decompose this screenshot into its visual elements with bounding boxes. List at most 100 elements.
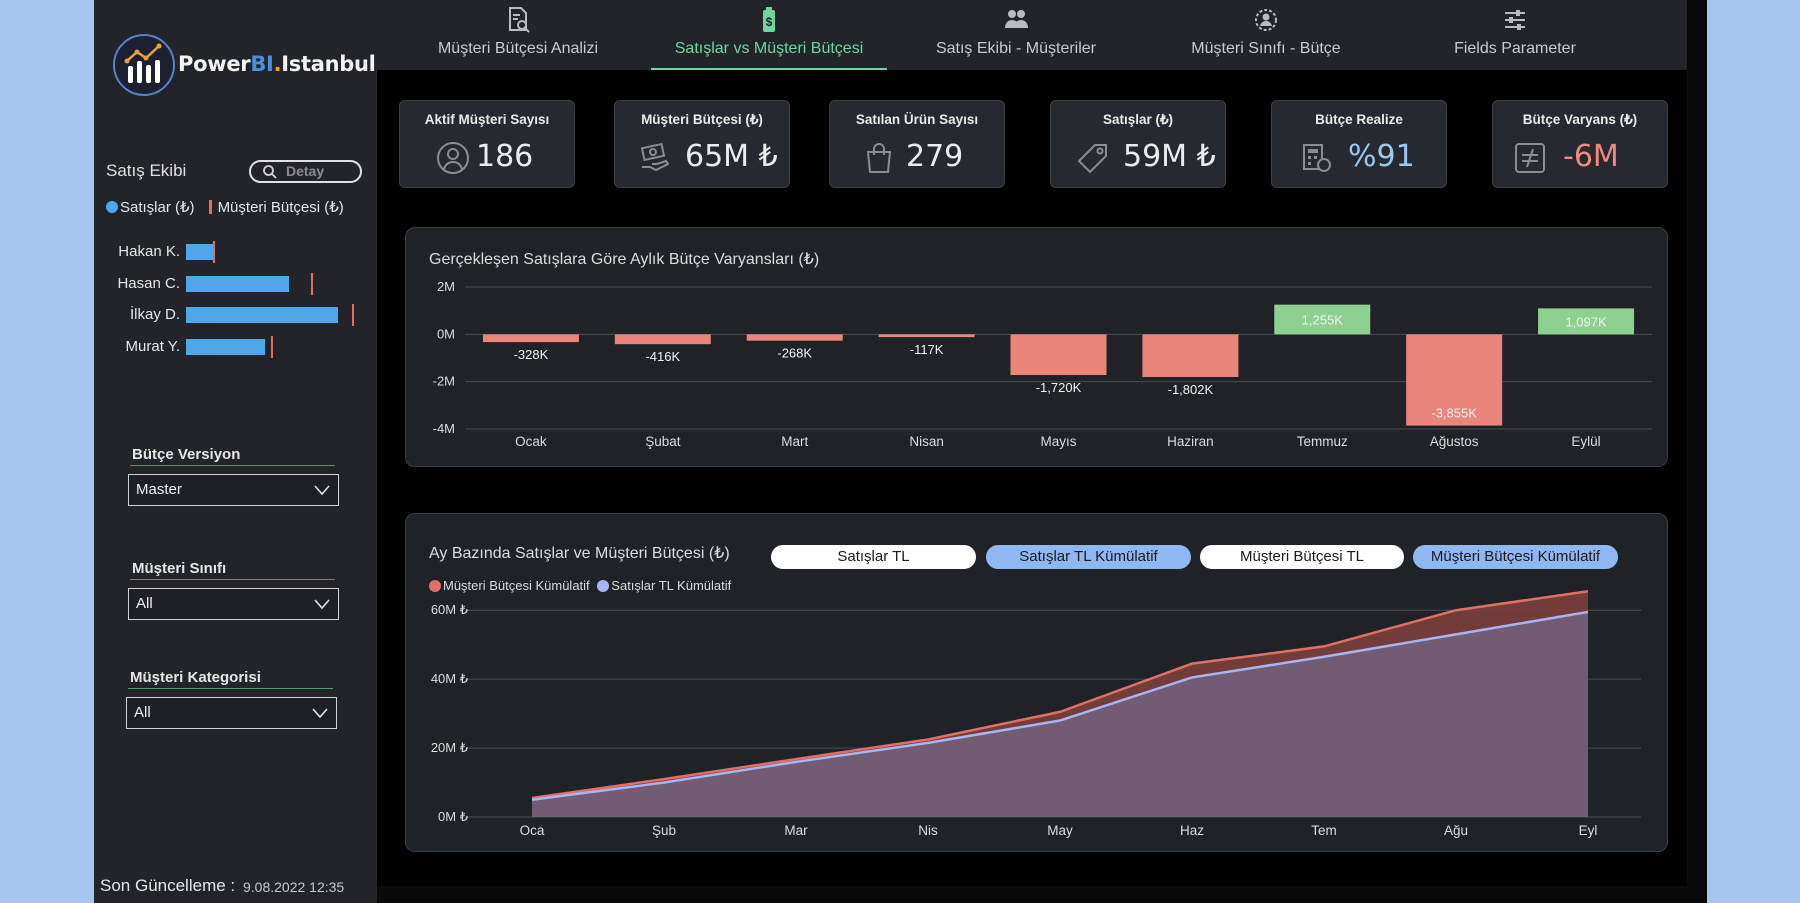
toggle-sales-cumulative[interactable]: Satışlar TL Kümülatif (986, 545, 1191, 569)
kpi-label: Aktif Müşteri Sayısı (424, 112, 550, 127)
toggle-budget-cumulative[interactable]: Müşteri Bütçesi Kümülatif (1413, 545, 1618, 569)
sales-rep-sales-bar[interactable] (186, 244, 215, 260)
sales-rep-budget-marker (271, 335, 273, 358)
variance-bar-chart: 2M 0M -2M -4M -328K Ocak -416K Şubat -268K Mart -1… (433, 279, 1652, 449)
cumulative-chart-legend: Müşteri Bütçesi Kümülatif Satışlar TL Kü… (429, 578, 731, 593)
kpi-label: Bütçe Varyans (₺) (1522, 112, 1638, 127)
variance-bar[interactable] (746, 334, 843, 341)
user-badge-icon (1255, 9, 1277, 31)
cumulative-chart-title: Ay Bazında Satışlar ve Müşteri Bütçesi (… (429, 545, 730, 562)
sales-rep-name: Hakan K. (118, 243, 180, 260)
tab-sales-vs-budget[interactable]: $ Satışlar vs Müşteri Bütçesi (651, 0, 887, 70)
kpi-budget-variance: Bütçe Varyans (₺) -6M (1492, 100, 1668, 188)
legend-sales-label: Satışlar (₺) (120, 199, 195, 216)
variance-bar[interactable] (614, 334, 711, 345)
sales-rep-sales-bar[interactable] (186, 275, 289, 292)
slicer-label-customer-category: Müşteri Kategorisi (130, 669, 261, 686)
sliders-icon (1505, 10, 1525, 30)
chevron-down-icon (312, 708, 328, 719)
customer-category-dropdown[interactable]: All (126, 697, 337, 729)
money-hand-icon (640, 142, 670, 172)
sidebar (94, 0, 377, 903)
sales-rep-sales-bar[interactable] (186, 338, 265, 355)
detail-button[interactable]: Detay (249, 160, 362, 183)
tab-sales-team-customers[interactable]: Satış Ekibi - Müşteriler (898, 0, 1134, 70)
data-label: -416K (645, 349, 680, 364)
y-tick-label: 20M ₺ (431, 740, 468, 755)
x-tick-label: Haziran (1167, 434, 1214, 449)
variance-bar[interactable] (482, 334, 579, 343)
x-tick-label: Ocak (515, 434, 547, 449)
logo-wordmark: PowerBI.Istanbul (178, 52, 376, 76)
x-tick-label: Şubat (645, 434, 681, 449)
tab-customer-budget-analysis[interactable]: Müşteri Bütçesi Analizi (398, 0, 638, 70)
kpi-label: Müşteri Bütçesi (₺) (641, 112, 763, 127)
svg-text:$: $ (766, 15, 773, 29)
slicer-label-budget-version: Bütçe Versiyon (132, 446, 241, 463)
users-icon (1005, 10, 1028, 28)
x-tick-label: Eylül (1571, 434, 1600, 449)
chevron-down-icon (314, 485, 330, 496)
x-tick-label: Haz (1180, 823, 1204, 838)
x-tick-label: Eyl (1579, 823, 1598, 838)
toggle-label: Satışlar TL (837, 548, 910, 565)
variance-bar[interactable] (1010, 334, 1107, 376)
price-tag-icon (1077, 144, 1107, 174)
kpi-value: 279 (906, 139, 964, 174)
data-label: -117K (910, 342, 944, 357)
variance-bar[interactable] (1142, 334, 1239, 377)
x-tick-label: Mar (784, 823, 808, 838)
x-tick-label: Temmuz (1297, 434, 1348, 449)
kpi-label: Bütçe Realize (1315, 112, 1403, 127)
series-line-budget[interactable] (531, 590, 1589, 800)
x-tick-label: Oca (520, 823, 545, 838)
slicer-divider (130, 579, 335, 580)
y-tick-label: 2M (437, 279, 455, 294)
shopping-bag-icon (866, 143, 892, 173)
sales-rep-sales-bar[interactable] (186, 307, 338, 323)
tab-label: Fields Parameter (1454, 40, 1576, 57)
x-tick-label: Mayıs (1040, 434, 1076, 449)
kpi-budget-realization: Bütçe Realize %91 (1271, 100, 1447, 188)
kpi-sales: Satışlar (₺) 59M ₺ (1050, 100, 1226, 188)
variance-bar[interactable] (1274, 304, 1371, 335)
kpi-value: 65M ₺ (685, 139, 778, 174)
last-update-value: 9.08.2022 12:35 (243, 879, 345, 895)
document-search-icon (509, 7, 530, 33)
variance-bar[interactable] (1538, 308, 1635, 335)
toggle-label: Müşteri Bütçesi TL (1240, 548, 1364, 565)
data-label: -268K (777, 346, 812, 361)
tab-customer-class-budget[interactable]: Müşteri Sınıfı - Bütçe (1148, 0, 1384, 70)
toggle-label: Satışlar TL Kümülatif (1019, 548, 1158, 565)
y-tick-label: -4M (433, 421, 455, 436)
series-line-sales[interactable] (531, 610, 1589, 802)
x-tick-label: May (1047, 823, 1073, 838)
customer-category-value: All (134, 704, 151, 721)
cumulative-area-chart: 0M ₺ 20M ₺ 40M ₺ 60M ₺ Oca Şub Mar Nis May Haz Tem… (431, 590, 1641, 838)
area-fill-sales (532, 611, 1588, 817)
toggle-budget-tl[interactable]: Müşteri Bütçesi TL (1200, 545, 1404, 569)
kpi-customer-budget: Müşteri Bütçesi (₺) 65M ₺ (614, 100, 790, 188)
kpi-value: -6M (1563, 139, 1619, 174)
sales-rep-budget-marker (352, 304, 354, 326)
x-tick-label: Nis (918, 823, 938, 838)
y-tick-label: 0M (437, 326, 455, 341)
y-tick-label: 60M ₺ (431, 602, 468, 617)
tab-fields-parameter[interactable]: Fields Parameter (1397, 0, 1633, 70)
search-icon (263, 165, 277, 179)
tab-label: Satış Ekibi - Müşteriler (935, 40, 1097, 57)
customer-class-dropdown[interactable]: All (128, 588, 339, 620)
budget-version-dropdown[interactable]: Master (128, 474, 339, 506)
not-equal-icon (1515, 143, 1545, 173)
legend-budget-marker (429, 580, 441, 592)
x-tick-label: Şub (652, 823, 676, 838)
y-tick-label: 40M ₺ (431, 671, 468, 686)
tab-label: Müşteri Sınıfı - Bütçe (1191, 40, 1341, 57)
variance-bar[interactable] (878, 334, 975, 338)
kpi-value: 59M ₺ (1123, 139, 1216, 174)
chevron-down-icon (314, 599, 330, 610)
data-label: -3,855K (1431, 406, 1477, 421)
slicer-divider (128, 688, 333, 689)
variance-bar[interactable] (1406, 334, 1503, 426)
toggle-sales-tl[interactable]: Satışlar TL (771, 545, 976, 569)
